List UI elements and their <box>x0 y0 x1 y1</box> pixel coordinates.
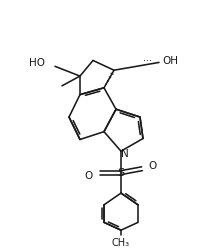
Text: ···: ··· <box>143 57 152 66</box>
Text: HO: HO <box>29 59 45 68</box>
Text: OH: OH <box>162 57 178 66</box>
Text: CH₃: CH₃ <box>112 238 130 248</box>
Text: S: S <box>117 168 125 178</box>
Text: O: O <box>149 161 157 171</box>
Text: O: O <box>85 171 93 181</box>
Text: N: N <box>121 149 129 159</box>
